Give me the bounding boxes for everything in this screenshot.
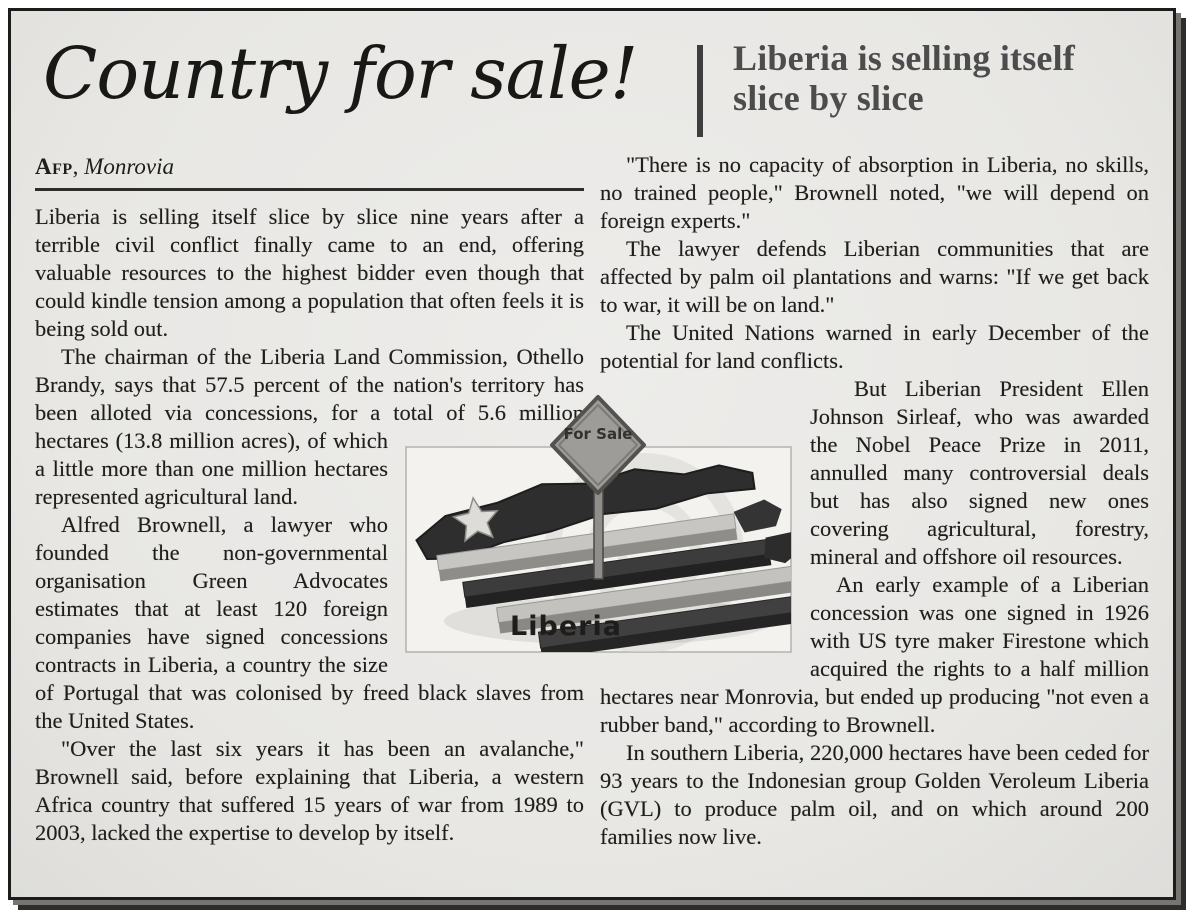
- for-sale-sign: For Sale: [550, 395, 646, 495]
- paragraph: Alfred Brownell, a lawyer who founded th…: [35, 512, 584, 733]
- byline: Afp, Monrovia: [35, 153, 584, 181]
- newspaper-page: Country for sale! Liberia is selling its…: [8, 8, 1176, 900]
- for-sale-label: For Sale: [564, 425, 633, 443]
- paragraph: In southern Liberia, 220,000 hectares ha…: [600, 740, 1149, 849]
- illustration-caption: Liberia: [510, 611, 622, 642]
- left-column: Afp, Monrovia Liberia is selling itself …: [35, 151, 584, 851]
- paragraph: The chairman of the Liberia Land Commiss…: [35, 343, 584, 511]
- paragraph: But Liberian President Ellen Johnson Sir…: [600, 375, 1149, 571]
- sliced-map: [415, 464, 791, 652]
- paragraph: The lawyer defends Liberian communities …: [600, 236, 1149, 317]
- page-title: Country for sale!: [43, 32, 638, 115]
- masthead: Country for sale! Liberia is selling its…: [35, 32, 1149, 137]
- byline-agency: Afp: [35, 154, 73, 179]
- sign-post: [593, 486, 604, 580]
- paragraph: An early example of a Liberian concessio…: [600, 572, 1149, 737]
- flag-star: [451, 496, 499, 543]
- byline-rule: [35, 188, 584, 191]
- byline-separator: ,: [72, 154, 85, 179]
- article-body: Afp, Monrovia Liberia is selling itself …: [11, 151, 1173, 851]
- headline-divider: [697, 45, 703, 137]
- paragraph: "There is no capacity of absorption in L…: [600, 152, 1149, 233]
- liberia-map-illustration: For Sale Liberia: [394, 383, 804, 675]
- byline-location: Monrovia: [84, 154, 175, 179]
- sub-headline: Liberia is selling itself slice by slice: [733, 38, 1075, 118]
- right-column: "There is no capacity of absorption in L…: [600, 151, 1149, 851]
- paragraph: Liberia is selling itself slice by slice…: [35, 204, 584, 341]
- liberia-map-svg: For Sale Liberia: [405, 395, 792, 653]
- paragraph: The United Nations warned in early Decem…: [600, 320, 1149, 373]
- paragraph: "Over the last six years it has been an …: [35, 736, 584, 845]
